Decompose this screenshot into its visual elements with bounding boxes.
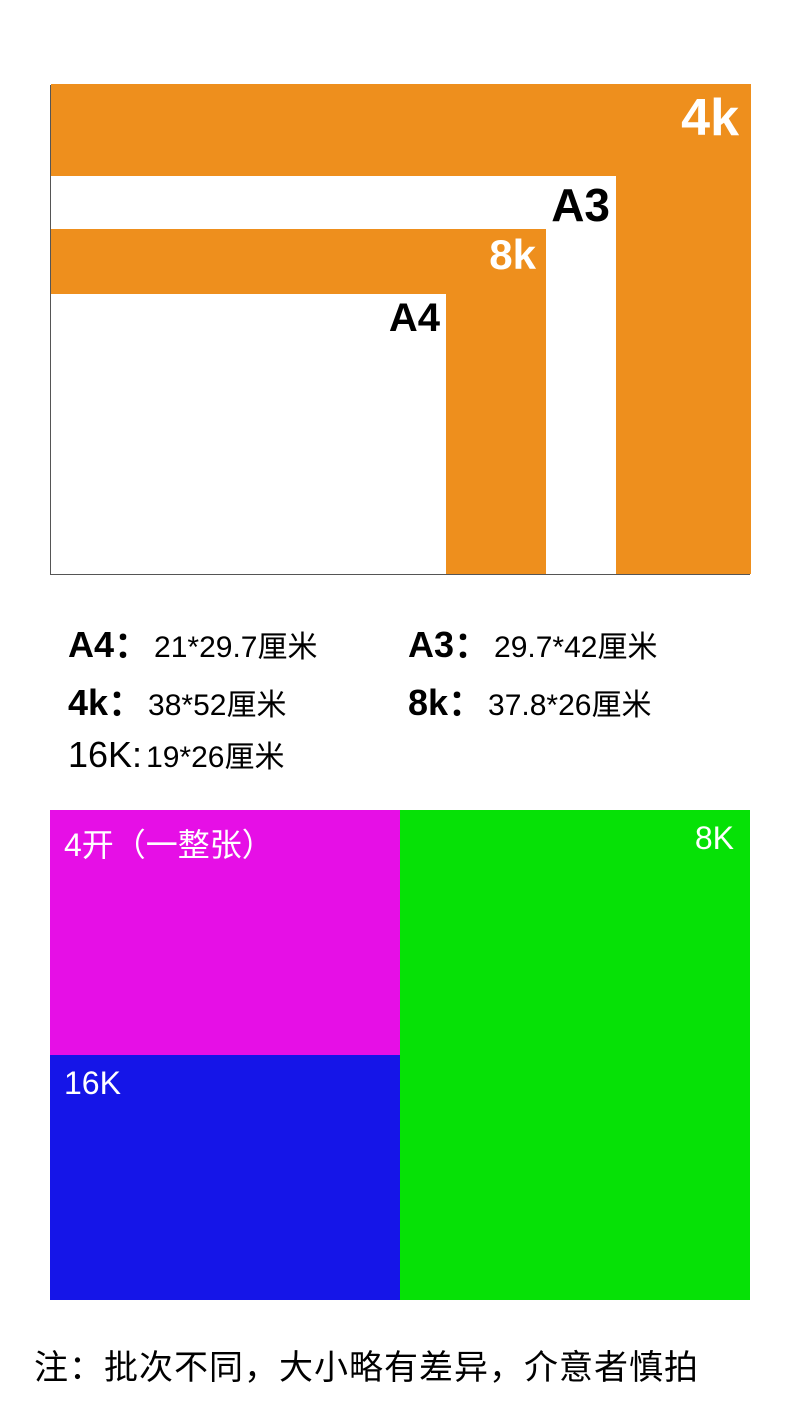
legend-a4: A4： 21*29.7厘米 [68, 616, 408, 668]
legend-row-2: 4k： 38*52厘米 8k： 37.8*26厘米 [68, 674, 768, 726]
block-8k-label: 8K [695, 820, 734, 857]
block-16k-label: 16K [64, 1065, 121, 1102]
legend-a4-key: A4： [68, 616, 150, 668]
legend-row-3: 16K: 19*26厘米 [68, 732, 768, 776]
legend-row-1: A4： 21*29.7厘米 A3： 29.7*42厘米 [68, 616, 768, 668]
legend-a3: A3： 29.7*42厘米 [408, 616, 657, 668]
legend-a3-val: 29.7*42厘米 [494, 622, 657, 666]
color-block-diagram: 8K 4开（一整张） 16K [50, 810, 750, 1300]
legend-4k-val: 38*52厘米 [148, 680, 286, 724]
legend-16k: 16K: 19*26厘米 [68, 732, 408, 776]
rect-4k-label: 4k [681, 88, 739, 148]
block-4kai: 4开（一整张） [50, 810, 400, 1055]
footer-note: 注：批次不同，大小略有差异，介意者慎拍 [34, 1340, 699, 1389]
block-16k: 16K [50, 1055, 400, 1300]
legend-4k: 4k： 38*52厘米 [68, 674, 408, 726]
legend-a3-key: A3： [408, 616, 490, 668]
legend-8k-key: 8k： [408, 674, 484, 726]
size-legend: A4： 21*29.7厘米 A3： 29.7*42厘米 4k： 38*52厘米 … [68, 616, 768, 782]
rect-a4-label: A4 [389, 296, 440, 341]
legend-16k-val: 19*26厘米 [146, 732, 284, 776]
nested-size-diagram: 4k A3 8k A4 [50, 85, 750, 575]
block-4kai-label: 4开（一整张） [64, 820, 274, 866]
rect-a3-label: A3 [551, 178, 610, 232]
rect-a4: A4 [51, 294, 446, 574]
legend-a4-val: 21*29.7厘米 [154, 622, 317, 666]
legend-16k-key: 16K: [68, 734, 142, 776]
block-8k: 8K [400, 810, 750, 1300]
rect-8k-label: 8k [489, 231, 536, 279]
legend-8k-val: 37.8*26厘米 [488, 680, 651, 724]
legend-4k-key: 4k： [68, 674, 144, 726]
legend-8k: 8k： 37.8*26厘米 [408, 674, 651, 726]
